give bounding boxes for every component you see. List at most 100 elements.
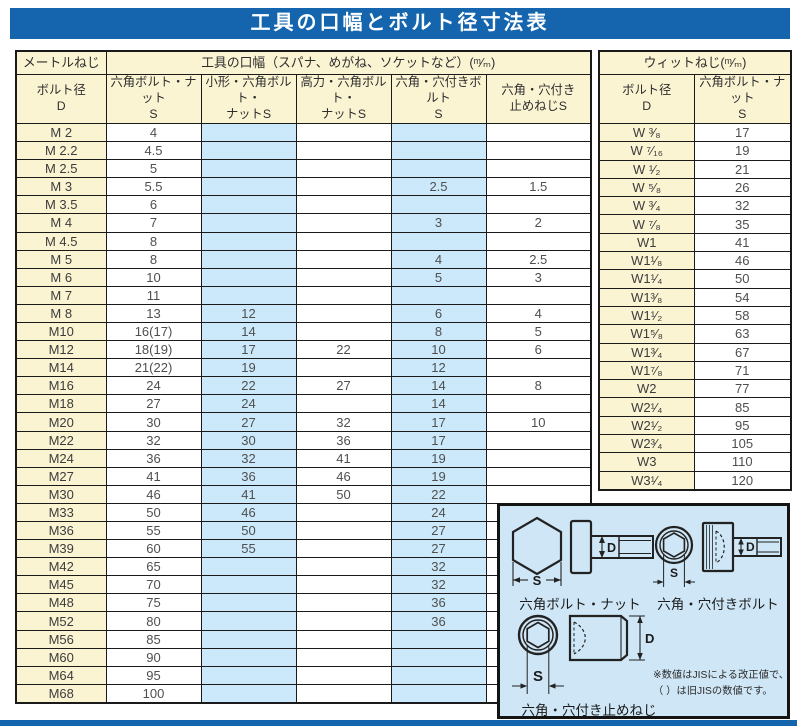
cell-socket-bolt-s: 36 xyxy=(390,593,487,613)
cell-hex-bolt-nut-s: 5 xyxy=(105,159,202,179)
diagram-panel: S D 六角ボルト・ナット S xyxy=(497,503,790,719)
cell-set-screw-s: 3 xyxy=(485,267,592,287)
cell-socket-bolt-s xyxy=(390,122,487,143)
cell-hex-bolt-nut-s: 4 xyxy=(105,122,202,143)
cell-high-strength-s xyxy=(295,141,392,161)
col-header-high-strength-hex-bolt-nut: 高力・六角ボルト・ ナットS xyxy=(295,74,392,124)
cell-hex-bolt-nut-s: 95 xyxy=(693,415,792,436)
cell-hex-bolt-nut-s: 41 xyxy=(693,232,792,253)
hex-socket-bolt-label: 六角・穴付きボルト xyxy=(657,597,779,612)
cell-socket-bolt-s: 6 xyxy=(390,303,487,323)
cell-socket-bolt-s: 4 xyxy=(390,249,487,269)
cell-bolt-dia: W1 xyxy=(598,232,695,253)
cell-bolt-dia: M24 xyxy=(15,448,107,468)
cell-socket-bolt-s: 32 xyxy=(390,557,487,577)
cell-small-hex-s: 46 xyxy=(200,502,297,523)
cell-set-screw-s xyxy=(485,466,592,486)
cell-hex-bolt-nut-s: 18(19) xyxy=(105,340,202,360)
cell-socket-bolt-s xyxy=(390,665,487,685)
cell-set-screw-s: 2 xyxy=(485,213,592,233)
cell-hex-bolt-nut-s: 80 xyxy=(105,611,202,631)
cell-socket-bolt-s: 2.5 xyxy=(390,177,487,197)
cell-socket-bolt-s: 3 xyxy=(390,213,487,233)
table-row: W ¹⁄₂ 21 xyxy=(598,159,792,179)
cell-socket-bolt-s xyxy=(390,231,487,251)
cell-small-hex-s: 27 xyxy=(200,412,297,432)
cell-bolt-dia: M22 xyxy=(15,430,107,450)
cell-bolt-dia: M39 xyxy=(15,539,107,559)
cell-hex-bolt-nut-s: 24 xyxy=(105,376,202,396)
cell-bolt-dia: M 2.2 xyxy=(15,141,107,161)
table-row: W3 110 xyxy=(598,452,792,472)
cell-hex-bolt-nut-s: 32 xyxy=(693,196,792,216)
cell-socket-bolt-s xyxy=(390,629,487,649)
cell-bolt-dia: M 6 xyxy=(15,267,107,287)
table-row: M10 16(17) 14 8 5 xyxy=(15,321,592,342)
table-row: M24 36 32 41 19 xyxy=(15,448,592,468)
cell-set-screw-s xyxy=(485,484,592,504)
cell-hex-bolt-nut-s: 85 xyxy=(105,629,202,649)
cell-socket-bolt-s xyxy=(390,647,487,667)
cell-small-hex-s xyxy=(200,629,297,649)
jis-note: ※数値はJISによる改正値で、 （ ）は旧JISの数値です。 xyxy=(653,668,789,700)
cell-hex-bolt-nut-s: 16(17) xyxy=(105,321,202,342)
cell-high-strength-s xyxy=(295,195,392,215)
cell-set-screw-s: 10 xyxy=(485,412,592,432)
cell-bolt-dia: W3 xyxy=(598,452,695,472)
cell-set-screw-s: 5 xyxy=(485,321,592,342)
cell-hex-bolt-nut-s: 50 xyxy=(105,502,202,523)
cell-hex-bolt-nut-s: 65 xyxy=(105,557,202,577)
cell-small-hex-s xyxy=(200,213,297,233)
cell-small-hex-s xyxy=(200,195,297,215)
table-row: M 4 7 3 2 xyxy=(15,213,592,233)
cell-small-hex-s xyxy=(200,177,297,197)
cell-socket-bolt-s: 19 xyxy=(390,466,487,486)
table-row: W ³⁄₄ 32 xyxy=(598,196,792,216)
metric-group-header-left: メートルねじ xyxy=(15,50,107,75)
cell-high-strength-s: 50 xyxy=(295,484,392,504)
cell-socket-bolt-s: 32 xyxy=(390,575,487,595)
cell-hex-bolt-nut-s: 58 xyxy=(693,305,792,326)
col-header-hex-socket-set-screw: 六角・穴付き 止めねじS xyxy=(485,74,592,124)
svg-text:D: D xyxy=(607,541,616,555)
cell-bolt-dia: W ¹⁄₂ xyxy=(598,159,695,179)
cell-high-strength-s xyxy=(295,285,392,305)
cell-socket-bolt-s: 5 xyxy=(390,267,487,287)
page-title: 工具の口幅とボルト径寸法表 xyxy=(10,8,790,39)
cell-set-screw-s: 1.5 xyxy=(485,177,592,197)
cell-high-strength-s xyxy=(295,321,392,342)
cell-bolt-dia: W3¹⁄₄ xyxy=(598,470,695,491)
cell-bolt-dia: M 4.5 xyxy=(15,231,107,251)
table-row: W1¹⁄₄ 50 xyxy=(598,269,792,289)
cell-bolt-dia: M64 xyxy=(15,665,107,685)
cell-bolt-dia: M52 xyxy=(15,611,107,631)
table-row: W1¹⁄₈ 46 xyxy=(598,251,792,271)
cell-bolt-dia: W2 xyxy=(598,379,695,399)
cell-bolt-dia: M16 xyxy=(15,376,107,396)
cell-high-strength-s xyxy=(295,611,392,631)
cell-hex-bolt-nut-s: 13 xyxy=(105,303,202,323)
table-row: W2³⁄₄ 105 xyxy=(598,433,792,454)
cell-hex-bolt-nut-s: 8 xyxy=(105,249,202,269)
cell-hex-bolt-nut-s: 30 xyxy=(105,412,202,432)
cell-set-screw-s xyxy=(485,141,592,161)
cell-bolt-dia: M56 xyxy=(15,629,107,649)
cell-bolt-dia: M 3.5 xyxy=(15,195,107,215)
cell-bolt-dia: M 3 xyxy=(15,177,107,197)
cell-hex-bolt-nut-s: 41 xyxy=(105,466,202,486)
cell-bolt-dia: W1¹⁄₈ xyxy=(598,251,695,271)
cell-hex-bolt-nut-s: 7 xyxy=(105,213,202,233)
cell-bolt-dia: W2³⁄₄ xyxy=(598,433,695,454)
col-header-small-hex-bolt-nut: 小形・六角ボルト・ ナットS xyxy=(200,74,297,124)
whitworth-thread-table: ウィットねじ(ᵐ⁄ₘ) ボルト径 D 六角ボルト・ナット S W ³⁄₈ 17 … xyxy=(598,50,792,491)
jis-note-line1: ※数値はJISによる改正値で、 xyxy=(653,670,790,681)
cell-hex-bolt-nut-s: 32 xyxy=(105,430,202,450)
table-row: M18 27 24 14 xyxy=(15,394,592,414)
cell-high-strength-s xyxy=(295,502,392,523)
table-row: M 2.2 4.5 xyxy=(15,141,592,161)
table-row: M48 75 36 xyxy=(15,593,592,613)
table-row: W ⁷⁄₁₆ 19 xyxy=(598,141,792,161)
cell-high-strength-s xyxy=(295,249,392,269)
table-row: M36 55 50 27 xyxy=(15,521,592,541)
